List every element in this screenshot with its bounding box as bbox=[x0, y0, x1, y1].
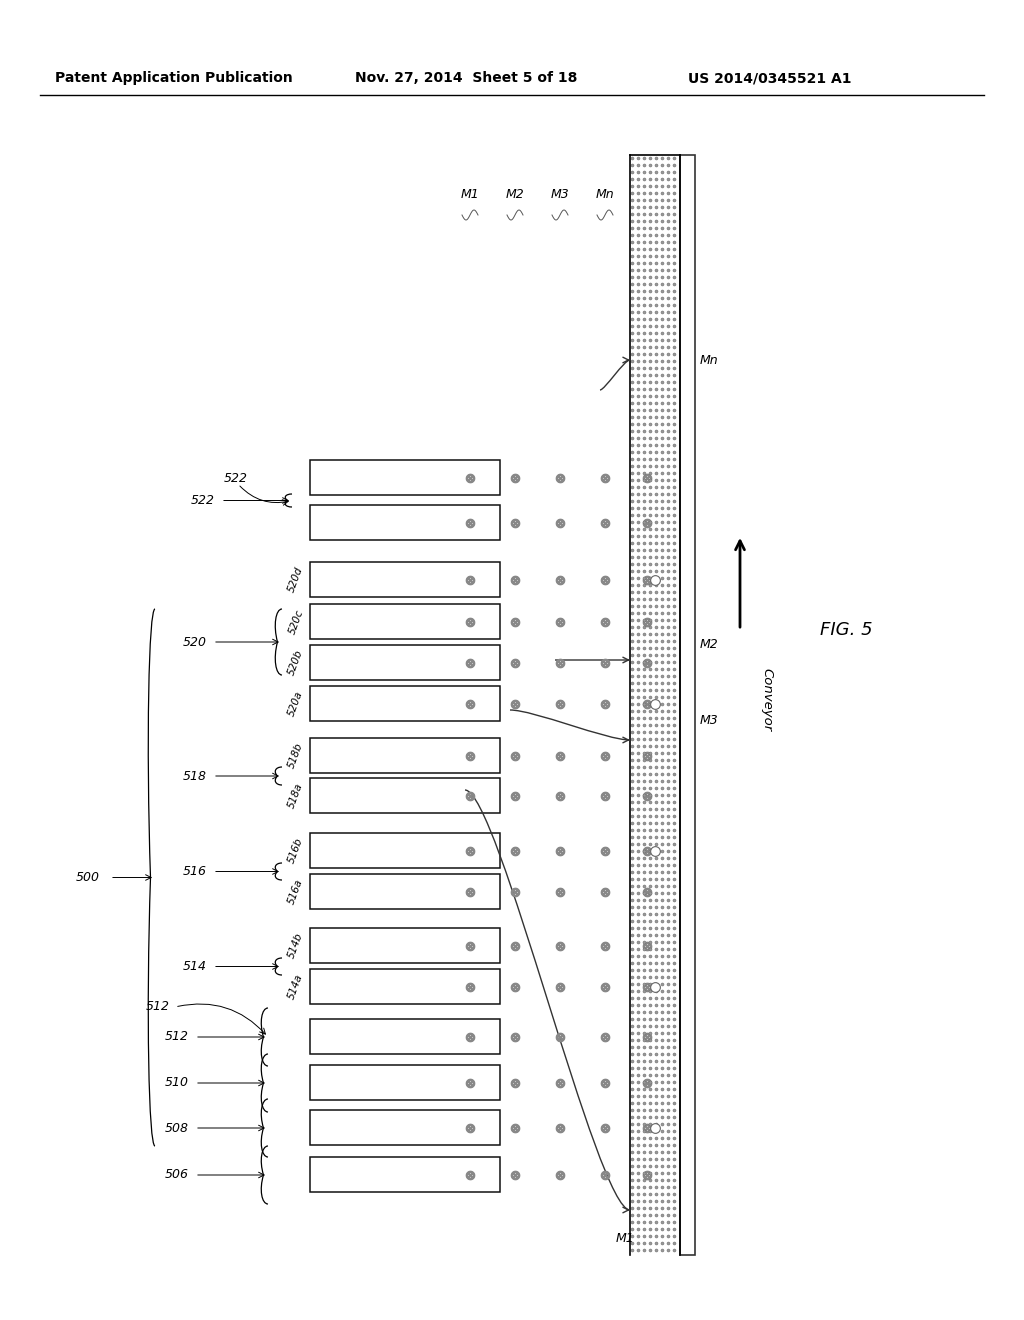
Text: 518a: 518a bbox=[287, 781, 305, 810]
Text: Mn: Mn bbox=[596, 189, 614, 202]
Text: Mn: Mn bbox=[700, 354, 719, 367]
Text: M3: M3 bbox=[551, 189, 569, 202]
Bar bbox=[310, 459, 500, 495]
Text: 516b: 516b bbox=[287, 837, 305, 865]
Bar bbox=[310, 1065, 500, 1100]
Bar bbox=[310, 506, 500, 540]
Text: FIG. 5: FIG. 5 bbox=[820, 620, 872, 639]
Bar bbox=[310, 645, 500, 680]
Text: Patent Application Publication: Patent Application Publication bbox=[55, 71, 293, 84]
Text: M1: M1 bbox=[615, 1232, 635, 1245]
Text: 500: 500 bbox=[76, 871, 100, 884]
Bar bbox=[310, 777, 500, 813]
Bar bbox=[310, 1019, 500, 1053]
Bar bbox=[680, 154, 695, 1255]
Text: 516: 516 bbox=[183, 865, 207, 878]
Text: US 2014/0345521 A1: US 2014/0345521 A1 bbox=[688, 71, 852, 84]
Bar bbox=[310, 562, 500, 597]
Bar bbox=[310, 969, 500, 1005]
Text: 518b: 518b bbox=[287, 742, 305, 770]
Text: 520b: 520b bbox=[287, 649, 305, 677]
Text: 518: 518 bbox=[183, 770, 207, 783]
Text: 510: 510 bbox=[165, 1077, 189, 1089]
Text: Nov. 27, 2014  Sheet 5 of 18: Nov. 27, 2014 Sheet 5 of 18 bbox=[355, 71, 578, 84]
Text: M1: M1 bbox=[461, 189, 479, 202]
Text: 520a: 520a bbox=[287, 690, 305, 718]
Bar bbox=[310, 833, 500, 869]
Text: 512: 512 bbox=[146, 1001, 170, 1014]
Text: 508: 508 bbox=[165, 1122, 189, 1134]
Text: 514: 514 bbox=[183, 960, 207, 973]
Text: 514a: 514a bbox=[287, 973, 305, 1001]
Text: 522: 522 bbox=[191, 494, 215, 507]
Bar bbox=[310, 686, 500, 721]
Text: 512: 512 bbox=[165, 1031, 189, 1044]
Text: M2: M2 bbox=[700, 639, 719, 652]
Text: Conveyor: Conveyor bbox=[760, 668, 773, 731]
Text: 520c: 520c bbox=[287, 609, 305, 636]
Text: 516a: 516a bbox=[287, 878, 305, 906]
Bar bbox=[310, 874, 500, 909]
Text: 522: 522 bbox=[224, 473, 248, 486]
Text: 506: 506 bbox=[165, 1168, 189, 1181]
Bar bbox=[310, 1110, 500, 1144]
Bar bbox=[310, 738, 500, 774]
Text: 520d: 520d bbox=[287, 566, 305, 594]
Text: 520: 520 bbox=[183, 635, 207, 648]
Bar bbox=[310, 928, 500, 964]
Bar bbox=[310, 605, 500, 639]
Bar bbox=[310, 1158, 500, 1192]
Text: M2: M2 bbox=[506, 189, 524, 202]
Text: M3: M3 bbox=[700, 714, 719, 726]
Text: 514b: 514b bbox=[287, 932, 305, 960]
